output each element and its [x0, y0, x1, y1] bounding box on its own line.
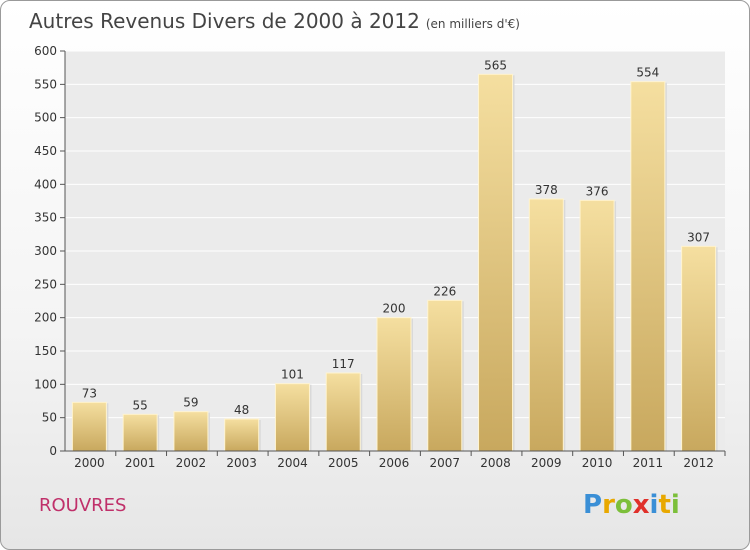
bar-2009 [528, 198, 564, 452]
value-label-2011: 554 [636, 66, 659, 80]
y-tick-label: 350 [34, 211, 57, 225]
x-tick-label-2001: 2001 [125, 456, 156, 470]
y-tick-label: 300 [34, 244, 57, 258]
bar-2005 [325, 372, 361, 452]
x-tick-label-2011: 2011 [633, 456, 664, 470]
x-tick-label-2002: 2002 [176, 456, 207, 470]
town-name: ROUVRES [39, 495, 127, 516]
x-tick-label-2005: 2005 [328, 456, 359, 470]
axes: 0 50 100 150 200 250 300 350 400 450 500 550 600 2000… [34, 44, 726, 470]
bars [71, 73, 718, 452]
x-tick-label-2004: 2004 [277, 456, 308, 470]
logo-letter: t [658, 490, 671, 520]
bar-2001 [122, 413, 158, 452]
y-tick-label: 150 [34, 344, 57, 358]
value-label-2005: 117 [332, 357, 355, 371]
x-tick-label-2007: 2007 [429, 456, 460, 470]
y-tick-label: 0 [49, 444, 57, 458]
x-tick-label-2006: 2006 [379, 456, 410, 470]
bar-2002 [173, 411, 209, 452]
value-label-2008: 565 [484, 58, 507, 72]
y-tick-label: 450 [34, 144, 57, 158]
value-label-2010: 376 [586, 184, 609, 198]
bar-2003 [224, 418, 260, 452]
x-tick-label-2010: 2010 [582, 456, 613, 470]
bar-2006 [376, 317, 412, 452]
value-label-2009: 378 [535, 183, 558, 197]
bar-2004 [274, 383, 310, 452]
logo-letter: i [649, 490, 659, 520]
y-tick-label: 250 [34, 277, 57, 291]
value-label-2006: 200 [383, 302, 406, 316]
y-tick-label: 600 [34, 44, 57, 58]
value-label-2002: 59 [183, 396, 198, 410]
x-tick-label-2012: 2012 [683, 456, 714, 470]
y-tick-label: 400 [34, 177, 57, 191]
chart-title: Autres Revenus Divers de 2000 à 2012 (en … [29, 9, 520, 33]
value-label-2004: 101 [281, 368, 304, 382]
x-tick-label-2000: 2000 [74, 456, 105, 470]
logo-letter: r [602, 490, 615, 520]
logo-letter: P [583, 490, 603, 520]
bar-2011 [630, 81, 666, 452]
x-tick-label-2003: 2003 [226, 456, 257, 470]
proxiti-logo: Proxiti [583, 490, 680, 520]
logo-letter: o [614, 490, 633, 520]
y-tick-label: 500 [34, 111, 57, 125]
chart-subtitle: (en milliers d'€) [425, 17, 520, 31]
value-label-2000: 73 [82, 386, 97, 400]
value-label-2003: 48 [234, 403, 249, 417]
logo-letter: i [670, 490, 680, 520]
value-labels: 73 55 59 48 101 117 200 226 565 378 376 554 307 [82, 58, 710, 417]
chart-title-text: Autres Revenus Divers de 2000 à 2012 [29, 9, 420, 33]
y-tick-label: 550 [34, 77, 57, 91]
bar-2012 [681, 245, 717, 452]
bar-2000 [71, 401, 107, 452]
logo-letter: x [632, 490, 650, 520]
bar-2007 [427, 299, 463, 452]
y-tick-label: 200 [34, 311, 57, 325]
y-tick-label: 50 [42, 411, 57, 425]
value-label-2012: 307 [687, 230, 710, 244]
y-tick-label: 100 [34, 377, 57, 391]
value-label-2007: 226 [433, 284, 456, 298]
bar-2008 [478, 73, 514, 452]
value-label-2001: 55 [133, 398, 148, 412]
x-tick-label-2009: 2009 [531, 456, 562, 470]
bar-2010 [579, 199, 615, 452]
x-tick-label-2008: 2008 [480, 456, 511, 470]
